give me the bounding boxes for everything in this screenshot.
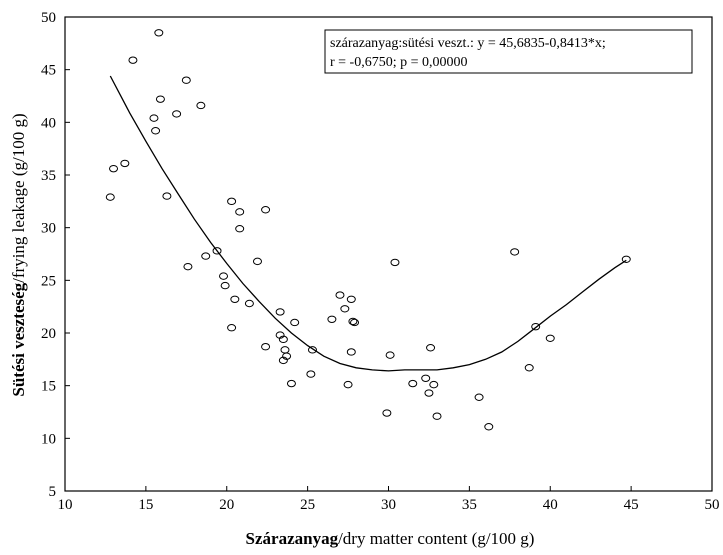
data-point — [524, 364, 534, 372]
y-tick-label: 35 — [41, 168, 56, 184]
data-point — [120, 159, 130, 168]
data-point — [429, 380, 439, 389]
data-point — [306, 370, 316, 378]
y-tick-label: 15 — [41, 379, 56, 395]
data-point — [261, 206, 271, 214]
data-point — [426, 344, 436, 352]
data-point — [227, 197, 237, 206]
data-point — [128, 56, 138, 64]
y-tick-label: 30 — [41, 221, 56, 237]
x-tick-label: 45 — [624, 497, 639, 513]
data-point — [244, 299, 254, 308]
data-point — [275, 331, 285, 339]
data-point — [278, 356, 288, 365]
data-point — [227, 324, 237, 332]
data-point — [212, 247, 222, 255]
x-tick-label: 50 — [705, 497, 720, 513]
data-point — [385, 351, 395, 359]
data-point — [282, 352, 292, 360]
y-tick-label: 25 — [41, 273, 56, 289]
legend-line-2: r = -0,6750; p = 0,00000 — [330, 55, 468, 70]
data-point — [484, 423, 494, 431]
data-point — [432, 412, 442, 420]
data-point — [348, 317, 358, 326]
data-point — [235, 208, 245, 216]
x-tick-label: 20 — [219, 497, 234, 513]
legend-box — [324, 29, 693, 74]
y-tick-label: 40 — [41, 115, 56, 131]
data-point — [109, 164, 119, 173]
x-tick-label: 40 — [543, 497, 558, 513]
y-axis-title-bold: Sütési veszteség — [9, 282, 28, 396]
data-point — [424, 389, 434, 397]
x-axis-title-bold: Szárazanyag — [246, 529, 339, 548]
data-point — [621, 255, 631, 263]
data-point — [219, 272, 229, 280]
fit-curve — [109, 75, 627, 372]
data-point — [290, 318, 300, 327]
y-axis-title-rest: /frying leakage (g/100 g) — [9, 113, 28, 282]
y-tick-label: 5 — [49, 484, 57, 500]
data-point — [261, 342, 271, 351]
x-tick-label: 10 — [58, 497, 73, 513]
x-tick-label: 35 — [462, 497, 477, 513]
data-point — [252, 257, 262, 266]
data-point — [183, 262, 193, 271]
data-points — [105, 29, 631, 431]
legend-line-1: szárazanyag:sütési veszt.: y = 45,6835-0… — [330, 36, 606, 51]
data-point — [421, 374, 431, 382]
data-point — [340, 305, 350, 313]
y-tick-label: 20 — [41, 326, 56, 342]
data-point — [275, 308, 285, 316]
data-point — [335, 291, 345, 299]
plot-area-frame — [64, 16, 713, 492]
data-point — [343, 380, 353, 389]
data-point — [408, 379, 418, 388]
data-point — [149, 114, 159, 122]
data-point — [346, 295, 356, 303]
data-point — [474, 393, 484, 401]
data-point — [307, 346, 317, 354]
x-tick-label: 25 — [300, 497, 315, 513]
data-point — [201, 252, 211, 260]
data-point — [151, 127, 161, 135]
x-tick-label: 15 — [138, 497, 153, 513]
data-point — [545, 334, 555, 342]
data-point — [346, 348, 356, 356]
data-point — [181, 76, 191, 84]
data-point — [390, 258, 400, 267]
y-tick-label: 10 — [41, 431, 56, 447]
x-axis-title: Szárazanyag/dry matter content (g/100 g) — [246, 529, 535, 548]
data-point — [510, 248, 520, 256]
data-point — [154, 29, 164, 37]
data-point — [162, 192, 172, 200]
data-point — [220, 281, 230, 290]
data-point — [196, 101, 206, 110]
x-axis-title-rest: /dry matter content (g/100 g) — [338, 529, 534, 548]
data-point — [230, 295, 240, 303]
y-tick-label: 50 — [41, 10, 56, 26]
data-point — [278, 335, 288, 344]
data-point — [327, 315, 337, 324]
data-point — [172, 110, 182, 118]
y-axis-title: Sütési veszteség/frying leakage (g/100 g… — [9, 113, 28, 396]
y-tick-label: 45 — [41, 63, 56, 79]
data-point — [350, 318, 360, 327]
x-tick-label: 30 — [381, 497, 396, 513]
data-point — [105, 193, 115, 201]
data-point — [235, 225, 245, 233]
data-point — [280, 346, 290, 354]
data-point — [155, 95, 165, 103]
data-point — [286, 379, 296, 388]
data-point — [531, 322, 541, 331]
data-point — [382, 409, 392, 417]
